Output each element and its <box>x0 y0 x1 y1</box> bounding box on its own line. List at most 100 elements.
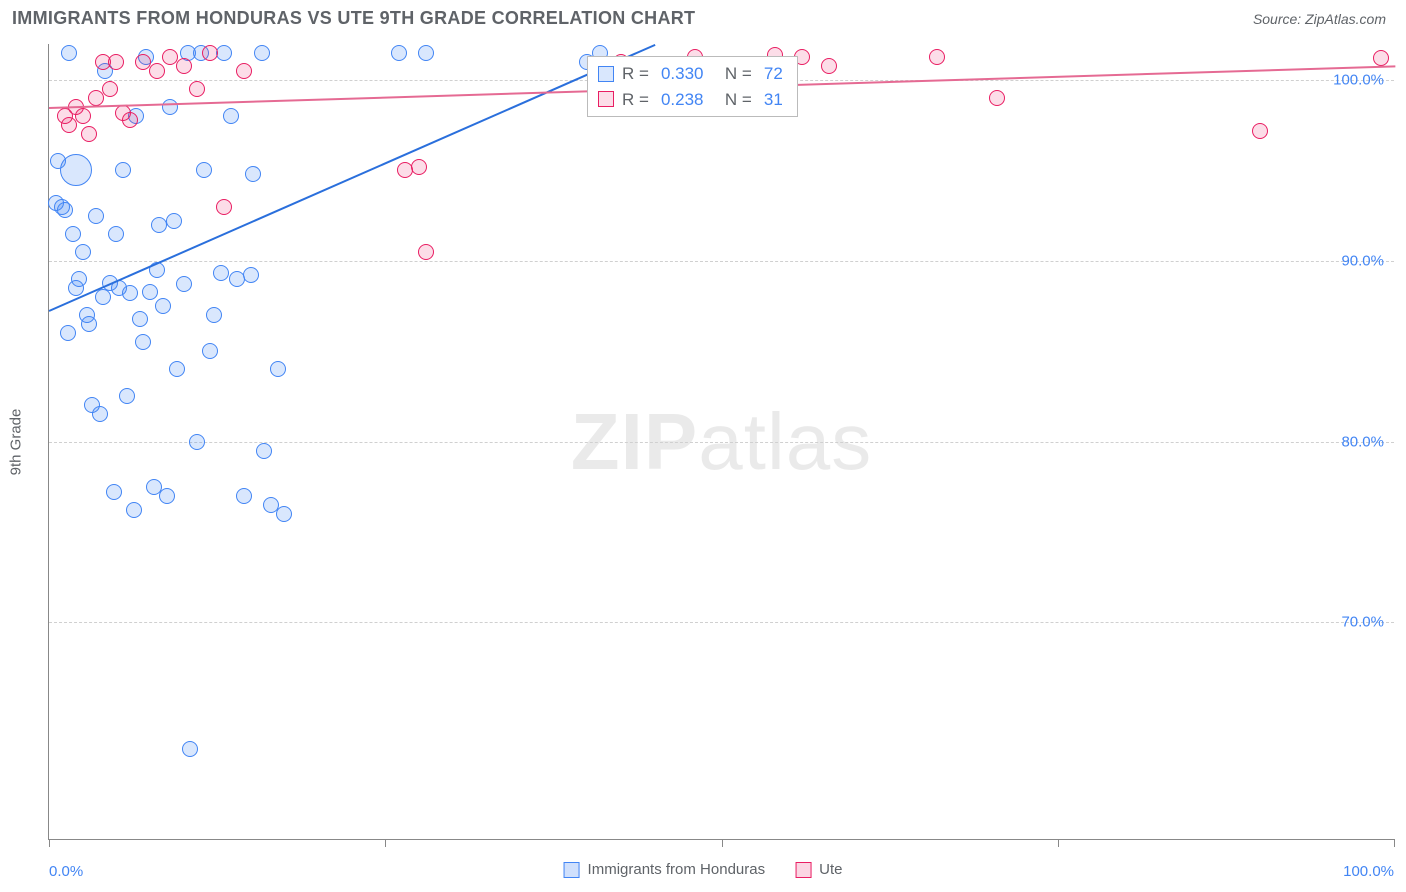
scatter-point-honduras <box>182 741 198 757</box>
chart-area: 9th Grade ZIPatlas 70.0%80.0%90.0%100.0%… <box>48 44 1394 840</box>
x-tick <box>722 839 723 847</box>
scatter-point-honduras <box>206 307 222 323</box>
scatter-point-ute <box>989 90 1005 106</box>
scatter-point-honduras <box>162 99 178 115</box>
stat-n-value: 72 <box>764 61 783 87</box>
scatter-point-honduras <box>60 154 92 186</box>
legend-label: Ute <box>819 861 842 878</box>
scatter-point-ute <box>1252 123 1268 139</box>
x-tick <box>1394 839 1395 847</box>
scatter-point-honduras <box>254 45 270 61</box>
x-tick <box>49 839 50 847</box>
scatter-point-ute <box>411 159 427 175</box>
scatter-point-honduras <box>65 226 81 242</box>
scatter-point-ute <box>189 81 205 97</box>
gridline-h <box>49 261 1394 262</box>
x-tick <box>385 839 386 847</box>
scatter-point-honduras <box>223 108 239 124</box>
scatter-point-honduras <box>60 325 76 341</box>
scatter-point-honduras <box>126 502 142 518</box>
y-tick-label: 100.0% <box>1333 72 1384 89</box>
scatter-point-ute <box>929 49 945 65</box>
scatter-point-ute <box>81 126 97 142</box>
scatter-point-ute <box>122 112 138 128</box>
scatter-point-honduras <box>155 298 171 314</box>
gridline-h <box>49 622 1394 623</box>
scatter-point-ute <box>75 108 91 124</box>
x-tick-label: 100.0% <box>1343 863 1394 880</box>
y-tick-label: 90.0% <box>1341 252 1384 269</box>
scatter-point-honduras <box>132 311 148 327</box>
scatter-point-honduras <box>57 202 73 218</box>
scatter-point-honduras <box>256 443 272 459</box>
scatter-point-honduras <box>243 267 259 283</box>
scatter-point-honduras <box>135 334 151 350</box>
legend-label: Immigrants from Honduras <box>588 861 766 878</box>
y-axis-label: 9th Grade <box>8 409 25 476</box>
stats-row-ute: R = 0.238 N = 31 <box>598 87 787 113</box>
scatter-point-honduras <box>202 343 218 359</box>
scatter-point-honduras <box>108 226 124 242</box>
scatter-point-ute <box>149 63 165 79</box>
scatter-point-honduras <box>166 213 182 229</box>
scatter-point-honduras <box>119 388 135 404</box>
scatter-point-honduras <box>95 289 111 305</box>
scatter-point-honduras <box>159 488 175 504</box>
legend: Immigrants from Honduras Ute <box>564 861 843 878</box>
scatter-point-honduras <box>71 271 87 287</box>
scatter-point-ute <box>108 54 124 70</box>
legend-item: Immigrants from Honduras <box>564 861 766 878</box>
chart-source: Source: ZipAtlas.com <box>1253 11 1386 27</box>
x-tick-label: 0.0% <box>49 863 83 880</box>
trendline-honduras <box>49 44 655 312</box>
scatter-point-honduras <box>270 361 286 377</box>
y-tick-label: 70.0% <box>1341 614 1384 631</box>
swatch-icon <box>598 91 614 107</box>
scatter-point-honduras <box>245 166 261 182</box>
plot-region: ZIPatlas 70.0%80.0%90.0%100.0%0.0%100.0%… <box>48 44 1394 840</box>
scatter-point-ute <box>821 58 837 74</box>
stat-r-label: R = <box>622 87 649 113</box>
stat-n-label: N = <box>715 61 751 87</box>
scatter-point-ute <box>1373 50 1389 66</box>
chart-header: IMMIGRANTS FROM HONDURAS VS UTE 9TH GRAD… <box>0 0 1406 33</box>
swatch-icon <box>564 862 580 878</box>
scatter-point-honduras <box>391 45 407 61</box>
scatter-point-honduras <box>106 484 122 500</box>
scatter-point-honduras <box>176 276 192 292</box>
scatter-point-honduras <box>75 244 91 260</box>
scatter-point-honduras <box>122 285 138 301</box>
scatter-point-honduras <box>115 162 131 178</box>
x-tick <box>1058 839 1059 847</box>
stat-n-label: N = <box>715 87 751 113</box>
scatter-point-honduras <box>81 316 97 332</box>
scatter-point-honduras <box>142 284 158 300</box>
scatter-point-honduras <box>88 208 104 224</box>
scatter-point-ute <box>102 81 118 97</box>
stats-box: R = 0.330 N = 72R = 0.238 N = 31 <box>587 56 798 117</box>
scatter-point-honduras <box>418 45 434 61</box>
stats-row-honduras: R = 0.330 N = 72 <box>598 61 787 87</box>
chart-title: IMMIGRANTS FROM HONDURAS VS UTE 9TH GRAD… <box>12 8 695 29</box>
swatch-icon <box>598 66 614 82</box>
scatter-point-ute <box>236 63 252 79</box>
scatter-point-ute <box>418 244 434 260</box>
scatter-point-ute <box>202 45 218 61</box>
scatter-point-honduras <box>213 265 229 281</box>
scatter-point-honduras <box>169 361 185 377</box>
scatter-point-honduras <box>151 217 167 233</box>
scatter-point-honduras <box>61 45 77 61</box>
stat-r-value: 0.238 <box>661 87 704 113</box>
scatter-point-honduras <box>196 162 212 178</box>
scatter-point-honduras <box>236 488 252 504</box>
scatter-point-honduras <box>92 406 108 422</box>
scatter-point-honduras <box>276 506 292 522</box>
stat-r-value: 0.330 <box>661 61 704 87</box>
y-tick-label: 80.0% <box>1341 433 1384 450</box>
scatter-point-honduras <box>189 434 205 450</box>
legend-item: Ute <box>795 861 842 878</box>
gridline-h <box>49 442 1394 443</box>
scatter-point-ute <box>216 199 232 215</box>
swatch-icon <box>795 862 811 878</box>
stat-r-label: R = <box>622 61 649 87</box>
